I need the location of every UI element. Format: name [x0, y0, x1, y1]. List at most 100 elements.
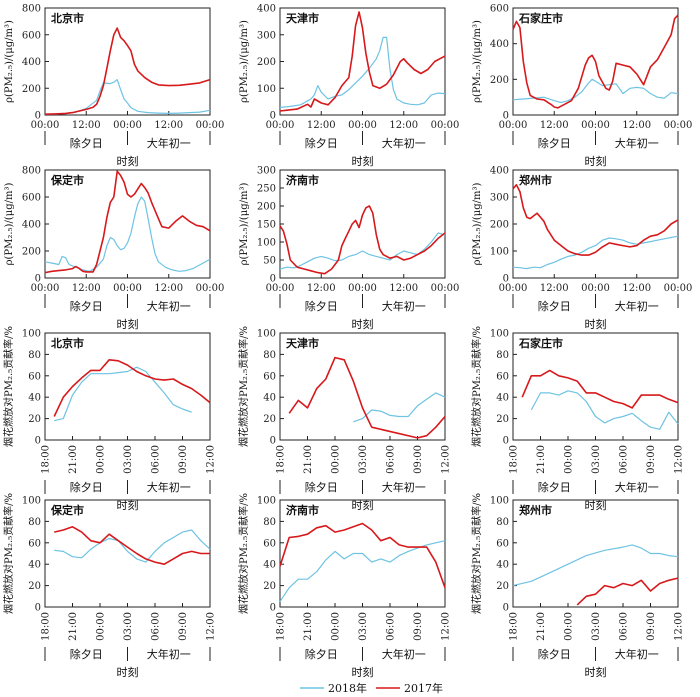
series-line: [279, 36, 446, 109]
x-tick-label: 12:00: [540, 120, 569, 131]
y-tick-label: 300: [257, 30, 276, 41]
y-tick-label: 200: [490, 75, 509, 86]
x-tick-label: 03:00: [123, 445, 134, 474]
series-line: [54, 366, 192, 422]
series-line: [512, 14, 679, 109]
y-tick-label: 40: [263, 393, 276, 404]
x-group-label: 大年初一: [615, 299, 659, 313]
y-tick-label: 20: [263, 581, 276, 592]
x-axis-label: 时刻: [117, 665, 139, 679]
x-tick-label: 12:00: [72, 283, 101, 294]
x-group-label: 大年初一: [147, 136, 191, 150]
y-tick-label: 100: [257, 329, 276, 340]
y-tick-label: 100: [257, 238, 276, 249]
y-tick-label: 60: [496, 371, 509, 382]
x-tick-label: 12:00: [154, 120, 183, 131]
y-tick-label: 0: [503, 274, 509, 285]
x-tick-label: 12:00: [674, 445, 685, 474]
y-tick-label: 40: [496, 393, 509, 404]
y-tick-label: 20: [263, 414, 276, 425]
x-group-label: 除夕日: [70, 136, 103, 150]
series-line: [53, 358, 211, 417]
x-tick-label: 00:00: [266, 283, 295, 294]
y-tick-label: 300: [490, 193, 509, 204]
y-axis-label: ρ(PM₂.₅)/(μg/m³): [239, 20, 250, 103]
x-tick-label: 00:00: [431, 283, 460, 294]
x-group-label: 除夕日: [538, 299, 571, 313]
panel-title: 石家庄市: [518, 11, 563, 25]
x-tick-label: 03:00: [591, 445, 602, 474]
x-tick-label: 18:00: [509, 445, 520, 474]
series-line: [521, 369, 679, 409]
x-tick-label: 03:00: [123, 612, 134, 641]
x-tick-label: 18:00: [276, 612, 287, 641]
x-axis-label: 时刻: [585, 665, 607, 679]
series-line: [530, 390, 679, 430]
x-group-label: 大年初一: [382, 480, 426, 494]
x-tick-label: 18:00: [509, 612, 520, 641]
x-tick-label: 00:00: [113, 120, 142, 131]
y-tick-label: 200: [22, 84, 41, 95]
series-line: [279, 232, 446, 270]
x-axis-label: 时刻: [117, 498, 139, 512]
y-tick-label: 0: [35, 603, 41, 614]
x-tick-label: 00:00: [96, 612, 107, 641]
y-tick-label: 50: [263, 256, 276, 267]
x-group-label: 除夕日: [305, 647, 338, 661]
y-tick-label: 0: [270, 111, 276, 122]
panel-title: 济南市: [286, 503, 319, 517]
y-tick-label: 400: [490, 166, 509, 177]
y-tick-label: 100: [257, 496, 276, 507]
x-tick-label: 12:00: [72, 120, 101, 131]
y-axis-label: ρ(PM₂.₅)/(μg/m³): [4, 183, 15, 266]
x-tick-label: 18:00: [41, 445, 52, 474]
y-tick-label: 400: [22, 57, 41, 68]
y-tick-label: 100: [257, 84, 276, 95]
x-tick-label: 21:00: [303, 445, 314, 474]
x-axis-label: 时刻: [585, 317, 607, 331]
x-tick-label: 21:00: [68, 612, 79, 641]
y-axis-label: 烟花燃放对PM₂.₅贡献率/%: [470, 493, 483, 614]
x-tick-label: 12:00: [307, 283, 336, 294]
x-tick-label: 03:00: [358, 445, 369, 474]
x-tick-label: 12:00: [389, 120, 418, 131]
x-tick-label: 12:00: [389, 283, 418, 294]
y-tick-label: 60: [263, 538, 276, 549]
x-tick-label: 21:00: [303, 612, 314, 641]
y-tick-label: 400: [22, 220, 41, 231]
y-tick-label: 0: [503, 436, 509, 447]
series-line: [512, 184, 679, 256]
y-tick-label: 400: [257, 4, 276, 15]
y-tick-label: 100: [22, 329, 41, 340]
x-tick-label: 00:00: [564, 445, 575, 474]
panel-title: 天津市: [286, 11, 319, 25]
series-line: [512, 78, 679, 104]
y-tick-label: 100: [22, 496, 41, 507]
x-tick-label: 06:00: [386, 612, 397, 641]
y-tick-label: 400: [490, 39, 509, 50]
y-tick-label: 60: [28, 371, 41, 382]
y-tick-label: 100: [490, 247, 509, 258]
x-tick-label: 09:00: [178, 612, 189, 641]
y-tick-label: 150: [257, 220, 276, 231]
y-tick-label: 0: [35, 111, 41, 122]
x-tick-label: 00:00: [266, 120, 295, 131]
x-tick-label: 12:00: [206, 445, 217, 474]
x-tick-label: 21:00: [536, 612, 547, 641]
x-axis-label: 时刻: [352, 154, 374, 168]
x-tick-label: 09:00: [646, 445, 657, 474]
y-tick-label: 60: [263, 371, 276, 382]
y-tick-label: 20: [28, 581, 41, 592]
x-axis-label: 时刻: [117, 317, 139, 331]
x-tick-label: 00:00: [113, 283, 142, 294]
panel-title: 郑州市: [519, 503, 552, 517]
x-tick-label: 00:00: [331, 612, 342, 641]
x-tick-label: 00:00: [196, 283, 225, 294]
series-line: [576, 577, 679, 606]
panel-title: 郑州市: [519, 173, 552, 187]
y-tick-label: 100: [490, 329, 509, 340]
panel-title: 济南市: [286, 173, 319, 187]
series-line: [353, 392, 446, 423]
series-line: [44, 196, 211, 272]
